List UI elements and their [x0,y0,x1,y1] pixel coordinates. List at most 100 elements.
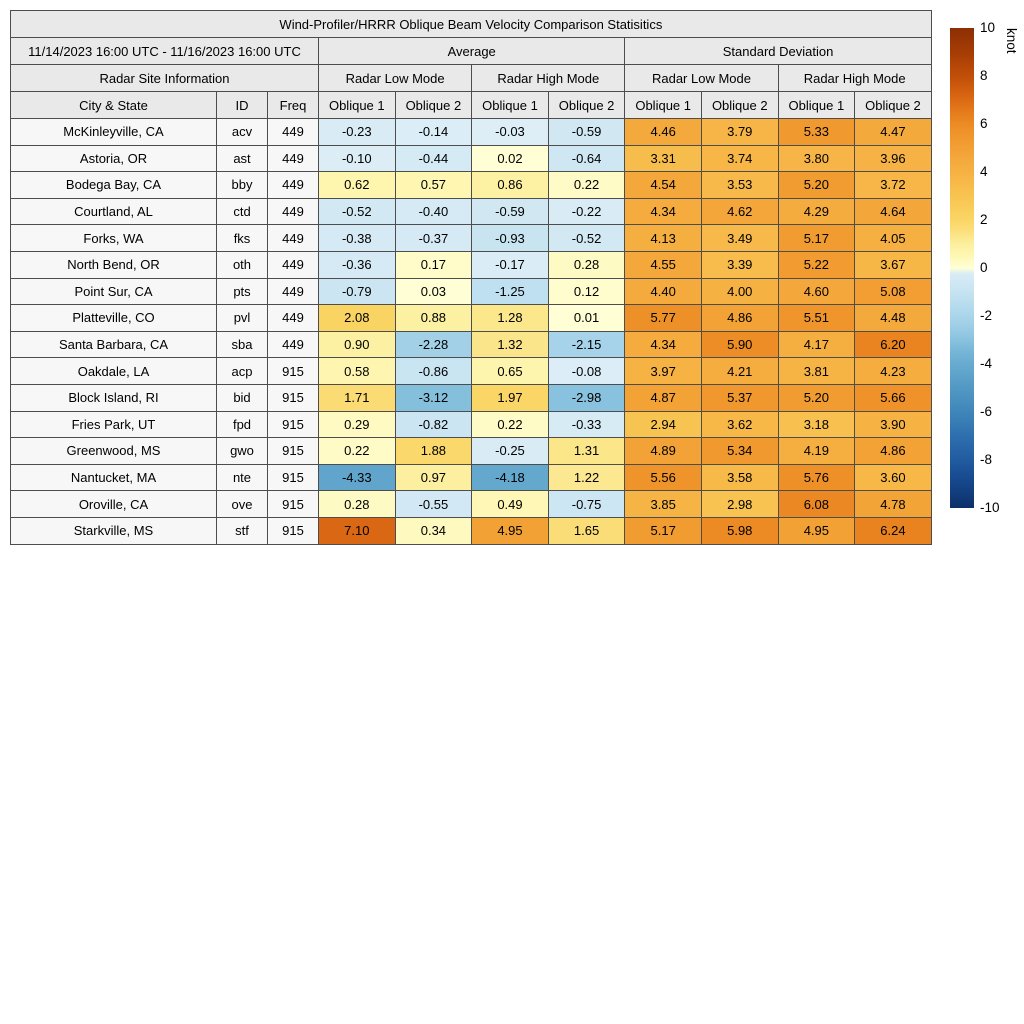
value-cell: 5.17 [777,224,856,252]
table-row: Fries Park, UT fpd 915 0.29 -0.82 0.22 -0.33 2.… [10,410,932,439]
freq-cell: 915 [267,357,319,385]
value-cell: 4.78 [854,490,932,518]
value-cell: 0.22 [318,437,396,465]
value-cell: -0.40 [394,197,473,226]
mode-header-row: Radar Site Information Radar Low Mode Ra… [10,64,932,92]
value-cell: -1.25 [471,277,549,306]
value-cell: 4.55 [624,250,702,279]
id-cell: bid [216,383,268,412]
value-cell: 5.08 [854,277,932,306]
value-cell: 0.22 [471,410,549,439]
value-cell: 0.58 [318,357,396,385]
value-cell: 4.46 [624,118,702,146]
id-cell: gwo [216,437,268,465]
city-cell: Block Island, RI [10,383,217,412]
value-cell: -0.86 [394,357,473,385]
value-cell: 3.67 [854,250,932,279]
table-row: Greenwood, MS gwo 915 0.22 1.88 -0.25 1.31 4.89… [10,437,932,465]
table-row: McKinleyville, CA acv 449 -0.23 -0.14 -0.03 -0… [10,118,932,146]
mode-header-std-high: Radar High Mode [777,64,932,92]
colorbar-tick-label: -6 [980,404,993,419]
value-cell: 3.60 [854,463,932,492]
value-cell: -0.10 [318,144,396,173]
colorbar-tick-label: 8 [980,68,988,83]
value-cell: 4.00 [700,277,779,306]
value-cell: -3.12 [394,383,473,412]
value-cell: 4.48 [854,304,932,332]
freq-cell: 915 [267,410,319,439]
value-cell: 5.66 [854,383,932,412]
value-cell: 5.90 [700,330,779,359]
date-range: 11/14/2023 16:00 UTC - 11/16/2023 16:00 … [10,37,319,65]
group-header-average: Average [317,37,626,65]
value-cell: 5.33 [777,118,856,146]
freq-cell: 449 [267,144,319,173]
value-cell: 1.71 [318,383,396,412]
id-cell: pvl [216,304,268,332]
value-cell: -2.15 [547,330,626,359]
value-cell: 1.22 [547,463,626,492]
freq-cell: 915 [267,490,319,518]
value-cell: 1.97 [471,383,549,412]
value-cell: 0.17 [394,250,473,279]
col-header-oblique-1: Oblique 1 [318,91,396,119]
value-cell: 0.22 [547,171,626,199]
value-cell: 6.24 [854,516,932,545]
colorbar-tick-label: 2 [980,212,988,227]
freq-cell: 915 [267,437,319,465]
col-header-id: ID [216,91,268,119]
value-cell: 5.76 [777,463,856,492]
value-cell: -2.98 [547,383,626,412]
col-header-oblique-2: Oblique 2 [700,91,779,119]
value-cell: 2.94 [624,410,702,439]
colorbar-gradient [950,28,974,508]
value-cell: 0.88 [394,304,473,332]
column-header-row: City & State ID Freq Oblique 1 Oblique 2… [10,91,932,119]
freq-cell: 449 [267,250,319,279]
value-cell: 5.98 [700,516,779,545]
value-cell: 0.34 [394,516,473,545]
id-cell: fks [216,224,268,252]
value-cell: 4.34 [624,330,702,359]
value-cell: 4.21 [700,357,779,385]
city-cell: Astoria, OR [10,144,217,173]
value-cell: 4.34 [624,197,702,226]
col-header-oblique-1: Oblique 1 [471,91,549,119]
value-cell: 5.20 [777,383,856,412]
table-row: Oroville, CA ove 915 0.28 -0.55 0.49 -0.75 3.85… [10,490,932,518]
table-row: Oakdale, LA acp 915 0.58 -0.86 0.65 -0.08 3.97 4… [10,357,932,385]
table-row: Bodega Bay, CA bby 449 0.62 0.57 0.86 0.22 4.54… [10,171,932,199]
value-cell: 4.05 [854,224,932,252]
colorbar-tick-label: 6 [980,116,988,131]
value-cell: 0.65 [471,357,549,385]
value-cell: -2.28 [394,330,473,359]
value-cell: -0.03 [471,118,549,146]
value-cell: 1.31 [547,437,626,465]
value-cell: 5.22 [777,250,856,279]
figure-title: Wind-Profiler/HRRR Oblique Beam Velocity… [10,10,932,38]
table-row: Platteville, CO pvl 449 2.08 0.88 1.28 0.01 5.7… [10,304,932,332]
value-cell: -0.36 [318,250,396,279]
id-cell: sba [216,330,268,359]
value-cell: 4.29 [777,197,856,226]
city-cell: Point Sur, CA [10,277,217,306]
city-cell: Bodega Bay, CA [10,171,217,199]
value-cell: 6.08 [777,490,856,518]
value-cell: 4.13 [624,224,702,252]
value-cell: 0.49 [471,490,549,518]
value-cell: 1.88 [394,437,473,465]
table-row: Nantucket, MA nte 915 -4.33 0.97 -4.18 1.22 5.5… [10,463,932,492]
value-cell: -0.25 [471,437,549,465]
stats-table: Wind-Profiler/HRRR Oblique Beam Velocity… [10,10,932,545]
value-cell: 0.62 [318,171,396,199]
freq-cell: 449 [267,304,319,332]
site-info-header: Radar Site Information [10,64,319,92]
table-row: Starkville, MS stf 915 7.10 0.34 4.95 1.65 5.17… [10,516,932,545]
value-cell: 4.95 [777,516,856,545]
value-cell: -0.55 [394,490,473,518]
id-cell: fpd [216,410,268,439]
value-cell: 4.86 [854,437,932,465]
colorbar-tick-label: -2 [980,308,993,323]
table-row: Block Island, RI bid 915 1.71 -3.12 1.97 -2.98… [10,383,932,412]
value-cell: 0.29 [318,410,396,439]
